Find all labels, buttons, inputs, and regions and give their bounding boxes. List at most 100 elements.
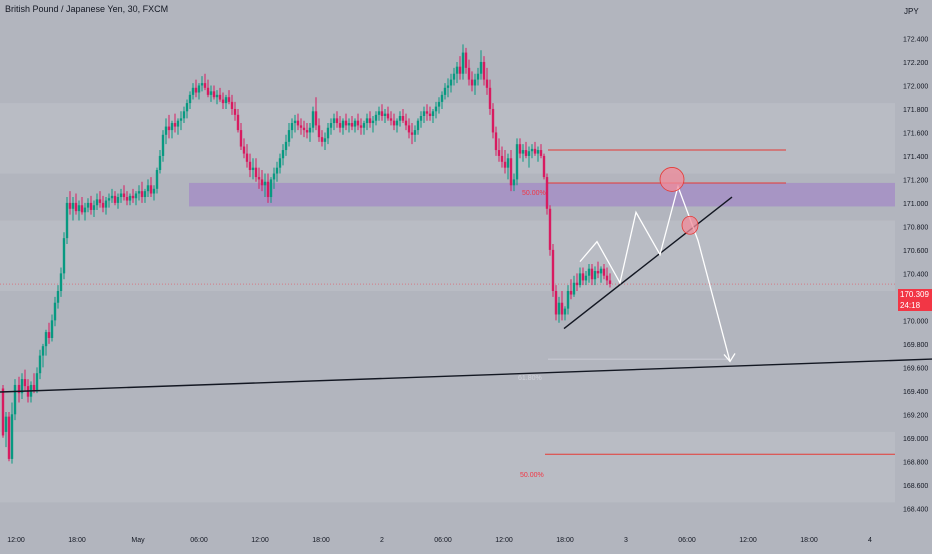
- candle-body-127: [383, 113, 387, 116]
- candle-body-140: [422, 111, 426, 116]
- candle-body-47: [143, 191, 147, 198]
- candle-body-168: [506, 158, 510, 168]
- candle-body-144: [434, 106, 438, 112]
- price-tick-1: 172.200: [903, 60, 928, 67]
- candle-body-105: [317, 125, 321, 138]
- candle-body-50: [152, 188, 156, 194]
- candle-body-54: [164, 126, 168, 135]
- price-tick-9: 170.600: [903, 248, 928, 255]
- price-axis[interactable]: 172.400 172.200 172.000 171.800 171.600 171.4…: [903, 36, 928, 513]
- candle-body-158: [476, 73, 480, 80]
- candle-body-123: [371, 120, 375, 124]
- candle-body-12: [38, 355, 42, 374]
- candle-body-78: [236, 114, 240, 131]
- candle-body-191: [575, 282, 579, 286]
- time-tick-3: 06:00: [190, 537, 208, 544]
- candle-body-141: [425, 111, 429, 114]
- candle-body-63: [191, 87, 195, 95]
- candle-body-180: [542, 155, 546, 178]
- candle-body-108: [326, 127, 330, 139]
- candle-body-106: [320, 137, 324, 142]
- candle-body-111: [335, 118, 339, 124]
- candle-body-36: [110, 195, 114, 199]
- candle-body-93: [281, 150, 285, 159]
- candle-body-5: [17, 384, 21, 394]
- price-tick-7: 171.000: [903, 201, 928, 208]
- candle-body-172: [518, 144, 522, 154]
- candle-body-41: [125, 197, 129, 201]
- candle-body-146: [440, 94, 444, 102]
- time-axis[interactable]: 12:00 18:00 May 06:00 12:00 18:00 2 06:00 12:00 1…: [7, 537, 872, 544]
- price-tick-18: 168.800: [903, 459, 928, 466]
- candle-body-4: [13, 384, 17, 415]
- candle-body-61: [185, 103, 189, 112]
- candle-body-167: [503, 161, 507, 168]
- candle-body-197: [593, 271, 597, 280]
- candle-body-10: [32, 384, 36, 391]
- price-tick-20: 168.400: [903, 506, 928, 513]
- price-tick-3: 171.800: [903, 107, 928, 114]
- candle-body-148: [446, 85, 450, 88]
- candle-body-18: [56, 290, 60, 303]
- highlight-circle-1: [681, 215, 699, 235]
- candle-body-23: [71, 202, 75, 209]
- candle-body-19: [59, 273, 63, 291]
- candle-body-0: [1, 388, 5, 436]
- candle-body-37: [113, 195, 117, 203]
- candle-body-52: [158, 155, 162, 171]
- candle-body-70: [212, 91, 216, 98]
- candle-body-109: [329, 123, 333, 128]
- candle-body-55: [167, 126, 171, 131]
- time-tick-4: 12:00: [251, 537, 269, 544]
- candles: [1, 44, 612, 464]
- candle-body-160: [482, 61, 486, 80]
- candle-body-64: [194, 87, 198, 93]
- candle-body-7: [23, 379, 27, 387]
- candle-body-164: [494, 132, 498, 151]
- candle-body-31: [95, 199, 99, 206]
- candle-body-174: [524, 150, 528, 156]
- candle-body-49: [149, 185, 153, 194]
- candle-body-28: [86, 202, 90, 208]
- highlight-circle-0: [659, 167, 685, 192]
- candle-body-136: [410, 132, 414, 135]
- candle-body-142: [428, 113, 432, 116]
- candle-body-102: [308, 127, 312, 133]
- candle-body-131: [395, 120, 399, 126]
- candle-body-57: [173, 123, 177, 127]
- time-tick-10: 3: [624, 537, 628, 544]
- candle-body-189: [569, 290, 573, 295]
- candle-body-181: [545, 177, 549, 209]
- candle-body-86: [260, 179, 264, 186]
- candle-body-173: [521, 150, 525, 154]
- candle-body-48: [146, 185, 150, 192]
- candle-body-39: [119, 193, 123, 198]
- candle-body-56: [170, 123, 174, 131]
- candle-body-184: [554, 290, 558, 315]
- candle-body-83: [251, 167, 255, 171]
- candle-body-79: [239, 130, 243, 147]
- time-tick-2: May: [131, 537, 145, 544]
- price-tick-8: 170.800: [903, 224, 928, 231]
- candle-body-121: [365, 118, 369, 124]
- candle-body-27: [83, 207, 87, 213]
- candle-body-22: [68, 202, 72, 209]
- candle-body-130: [392, 120, 396, 126]
- bg-band-0: [0, 103, 895, 174]
- candle-body-30: [92, 205, 96, 210]
- candle-body-193: [581, 273, 585, 281]
- candle-body-24: [74, 202, 78, 212]
- candle-body-159: [479, 61, 483, 74]
- candle-body-162: [488, 87, 492, 109]
- candle-body-124: [374, 114, 378, 121]
- price-tick-2: 172.000: [903, 83, 928, 90]
- candle-body-14: [44, 332, 48, 347]
- candle-body-20: [62, 238, 66, 274]
- candle-body-33: [101, 202, 105, 208]
- fib-mid-label: 61.80%: [518, 375, 542, 382]
- candle-body-82: [248, 161, 252, 171]
- candle-body-113: [341, 120, 345, 128]
- candle-body-46: [140, 191, 144, 198]
- price-tick-14: 169.600: [903, 365, 928, 372]
